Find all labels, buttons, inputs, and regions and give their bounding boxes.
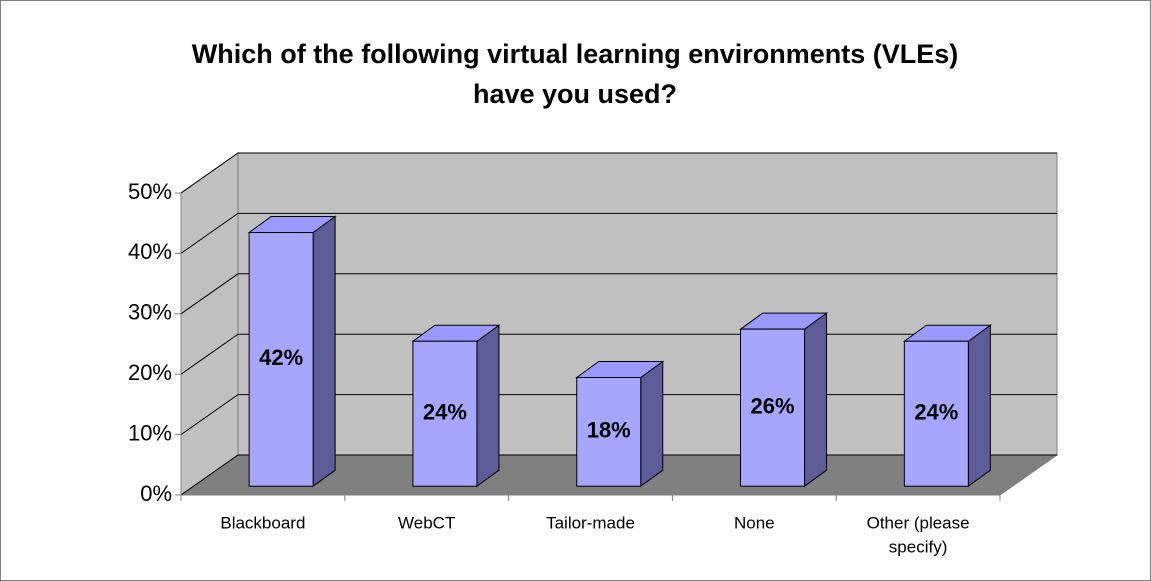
x-tick-label: WebCT [398,513,455,532]
y-tick-label: 30% [128,300,172,325]
x-tick-label: None [734,513,775,532]
data-label: 24% [914,400,958,425]
x-tick-label: Other (please [867,513,970,532]
data-label: 18% [587,418,631,443]
y-tick-label: 50% [128,179,172,204]
data-label: 42% [259,345,303,370]
bar-side [640,360,664,488]
x-tick-label: Blackboard [220,513,305,532]
y-tick-label: 10% [128,420,172,445]
bar-side [804,312,828,488]
chart-title-line-2: have you used? [473,79,677,109]
bar [248,232,314,487]
bar-side [312,215,336,488]
bar-side [476,324,500,488]
x-tick-label: specify) [889,537,948,556]
bar-side [967,324,991,488]
bar [576,376,642,487]
grid-line [180,273,1057,315]
data-label: 26% [751,393,795,418]
y-tick-label: 0% [140,481,172,506]
bar [412,340,478,487]
x-tick-label: Tailor-made [546,513,635,532]
grid-line [180,212,1057,254]
grid-line [180,152,1057,194]
y-tick-label: 40% [128,239,172,264]
side-wall [180,152,239,496]
y-tick-label: 20% [128,360,172,385]
data-label: 24% [423,400,467,425]
bar [740,328,806,487]
chart-title-line-1: Which of the following virtual learning … [192,39,959,69]
bar [903,340,969,487]
